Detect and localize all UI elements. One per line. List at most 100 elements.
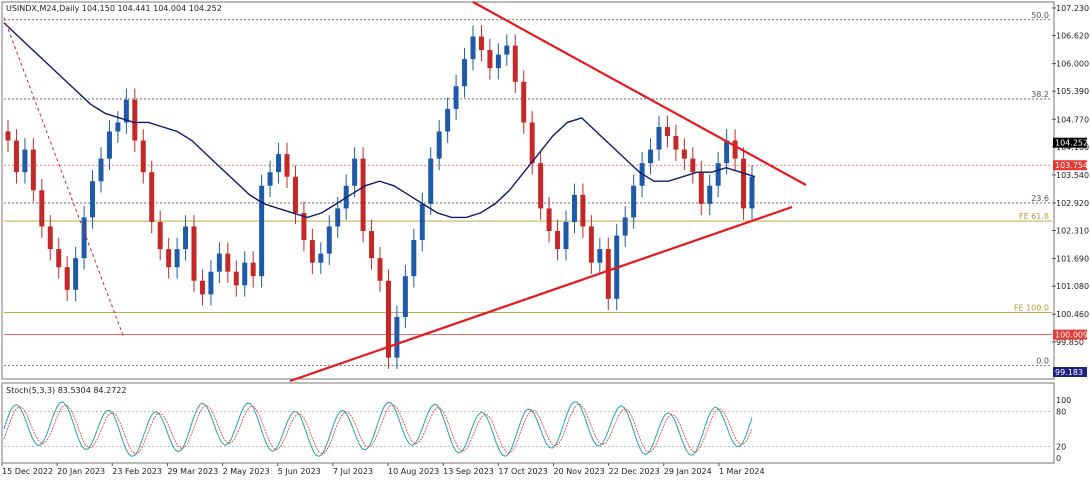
price-tag — [1053, 160, 1087, 171]
level-label: 0.0 — [1036, 356, 1049, 365]
candle-body — [259, 185, 265, 277]
y-tick-label: 106.000 — [1056, 60, 1089, 69]
candle-body — [242, 262, 248, 286]
y-tick-label: 104.770 — [1056, 115, 1089, 124]
candle-body — [47, 226, 53, 250]
candle-body — [106, 131, 112, 159]
y-tick-label: 102.310 — [1056, 227, 1089, 236]
candle-body — [225, 253, 231, 272]
candle-body — [267, 172, 273, 186]
candle-body — [132, 99, 138, 141]
candle-body — [724, 140, 730, 164]
candle-body — [673, 136, 679, 150]
y-tick-label: 100.460 — [1056, 310, 1089, 319]
candle-body — [208, 271, 214, 295]
x-tick-label: 7 Jul 2023 — [333, 467, 373, 476]
support-trendline — [289, 205, 793, 383]
candle-body — [453, 86, 459, 109]
x-tick-label: 23 Feb 2023 — [112, 467, 162, 476]
price-tag-label: 103.754 — [1055, 161, 1088, 170]
candle-body — [98, 158, 104, 182]
level-label: 38.2 — [1031, 90, 1049, 99]
candle-body — [90, 181, 96, 218]
candle-body — [690, 158, 696, 173]
candle-body — [715, 163, 721, 186]
candle-body — [377, 258, 383, 281]
candle-body — [538, 163, 544, 209]
candle-body — [698, 172, 704, 204]
candle-body — [580, 194, 586, 227]
y-tick-label: 99.850 — [1056, 338, 1084, 347]
candle-body — [39, 190, 45, 227]
candle-body — [318, 253, 324, 263]
candle-body — [749, 176, 755, 209]
candle-body — [360, 158, 366, 232]
candle-body — [622, 217, 628, 236]
price-tag-label: 104.252 — [1055, 139, 1088, 148]
x-tick-label: 10 Aug 2023 — [388, 467, 439, 476]
candle-body — [385, 280, 391, 358]
candle-body — [707, 185, 713, 204]
level-label: 23.6 — [1031, 194, 1049, 203]
candle-body — [732, 140, 738, 159]
candle-body — [301, 212, 307, 241]
candle-body — [664, 126, 670, 137]
y-tick-label: 103.540 — [1056, 171, 1089, 180]
candle-body — [681, 149, 687, 159]
candle-body — [13, 140, 19, 173]
y-tick-label: 101.080 — [1056, 282, 1089, 291]
candle-body — [166, 249, 172, 268]
y-tick-label: 105.390 — [1056, 87, 1089, 96]
candle-body — [157, 221, 163, 250]
x-tick-label: 15 Dec 2022 — [2, 467, 53, 476]
candle-body — [233, 271, 239, 286]
price-tag — [1053, 367, 1087, 377]
candle-body — [411, 240, 417, 277]
candle-body — [64, 267, 70, 290]
candle-body — [81, 217, 87, 259]
price-tag — [1053, 137, 1087, 148]
candle-body — [571, 194, 577, 222]
candle-body — [174, 249, 180, 268]
candle-body — [140, 140, 146, 173]
stoch-tick-label: 80 — [1056, 408, 1066, 417]
candle-body — [30, 149, 36, 191]
candle-body — [284, 154, 290, 177]
candle-body — [605, 249, 611, 299]
candle-body — [478, 36, 484, 51]
stoch-tick-label: 20 — [1056, 442, 1066, 451]
y-tick-label: 102.920 — [1056, 199, 1089, 208]
candle-body — [512, 45, 518, 82]
level-label: FE 61.8 — [1019, 212, 1049, 221]
candle-body — [149, 172, 155, 222]
x-tick-label: 13 Sep 2023 — [443, 467, 494, 476]
y-tick-label: 107.230 — [1056, 4, 1089, 13]
candle-body — [428, 158, 434, 204]
candle-body — [115, 122, 121, 132]
x-tick-label: 29 Mar 2023 — [167, 467, 218, 476]
candle-body — [191, 226, 197, 281]
price-tag-label: 100.009 — [1055, 331, 1088, 340]
candle-body — [73, 258, 79, 290]
candle-body — [521, 81, 527, 123]
chart-header: USINDX,M24,Daily 104.150 104.441 104.004… — [6, 4, 222, 13]
candle-body — [588, 226, 594, 263]
candle-body — [56, 249, 62, 268]
candle-body — [352, 158, 358, 186]
candle-body — [741, 158, 747, 209]
x-tick-label: 2 May 2023 — [223, 467, 270, 476]
resistance-trendline — [472, 1, 807, 186]
candle-body — [419, 203, 425, 241]
candle-body — [529, 122, 535, 164]
main-pane-border — [1, 1, 1055, 380]
candle-body — [369, 231, 375, 259]
x-tick-label: 1 Mar 2024 — [719, 467, 765, 476]
fibo-anchor-line — [3, 17, 125, 339]
stoch-tick-label: 100 — [1056, 396, 1071, 405]
candle-body — [276, 154, 282, 173]
x-tick-label: 5 Jun 2023 — [278, 467, 321, 476]
x-tick-label: 17 Oct 2023 — [498, 467, 547, 476]
candle-body — [462, 59, 468, 87]
candle-body — [199, 280, 205, 295]
